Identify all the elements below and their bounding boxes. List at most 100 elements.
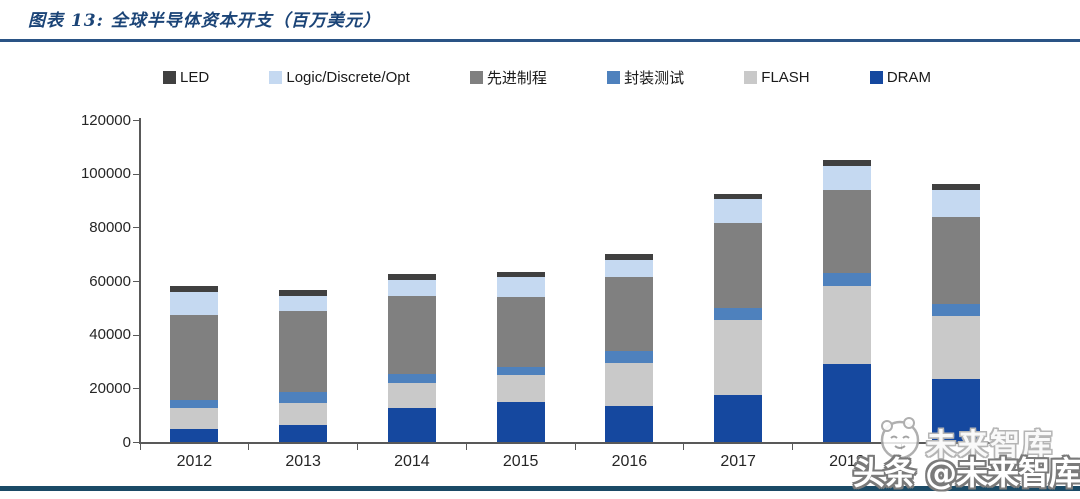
legend-label-led: LED <box>180 69 210 86</box>
bar-segment-packaging-testing <box>387 373 436 383</box>
bar-segment-flash <box>605 362 654 406</box>
bar-segment-led <box>714 193 763 200</box>
x-axis-tick <box>139 443 141 450</box>
bar-segment-flash <box>714 319 763 396</box>
x-axis-tick <box>900 443 902 450</box>
legend-item-logic-discrete-opt: Logic/Discrete/Opt <box>269 69 410 86</box>
bar-segment-advanced-process <box>605 276 654 351</box>
legend-swatch-packaging-testing <box>607 71 621 84</box>
bar-2013 <box>279 290 328 442</box>
bar-segment-packaging-testing <box>931 303 980 316</box>
y-axis-tick <box>133 227 139 229</box>
bar-segment-advanced-process <box>714 223 763 308</box>
legend-item-packaging-testing: 封装测试 <box>607 67 684 88</box>
y-axis-tick <box>133 442 139 443</box>
x-axis-tick <box>792 443 793 450</box>
bar-segment-led <box>387 274 436 280</box>
bar-segment-advanced-process <box>279 310 328 393</box>
legend-label-advanced-process: 先进制程 <box>486 70 547 87</box>
legend-swatch-flash <box>744 71 758 84</box>
bar-segment-dram <box>931 378 980 442</box>
x-axis-tick <box>574 443 576 450</box>
x-tick-label: 2017 <box>720 453 756 470</box>
legend-swatch-logic-discrete-opt <box>269 71 283 84</box>
bar-segment-flash <box>279 403 328 425</box>
bar-segment-dram <box>714 395 763 442</box>
x-axis-tick <box>1009 443 1011 450</box>
bar-segment-packaging-testing <box>822 272 871 287</box>
x-tick-label: 2015 <box>502 453 539 470</box>
y-axis-tick <box>133 120 139 121</box>
x-tick-label: 2013 <box>285 453 321 470</box>
y-tick-label: 120000 <box>80 111 131 129</box>
y-axis-tick <box>133 281 139 282</box>
x-tick-label: 2016 <box>611 453 648 470</box>
bar-segment-flash <box>387 382 436 409</box>
bar-2017 <box>714 193 763 442</box>
x-axis <box>139 442 1010 444</box>
bar-segment-packaging-testing <box>605 350 654 363</box>
bar-segment-packaging-testing <box>279 392 328 404</box>
y-axis-tick <box>133 388 139 390</box>
bar-segment-flash <box>496 374 545 402</box>
bar-segment-packaging-testing <box>170 400 219 409</box>
title-underline <box>0 39 1080 42</box>
bar-hidden-year <box>931 184 980 442</box>
bar-2015 <box>496 271 545 442</box>
bar-segment-logic-discrete-opt <box>387 279 436 296</box>
y-axis-tick <box>133 334 139 336</box>
x-tick-label: 2014 <box>394 453 430 470</box>
bar-segment-led <box>170 286 219 292</box>
y-tick-label: 100000 <box>80 165 131 183</box>
bar-segment-led <box>605 254 654 260</box>
bar-2014 <box>387 274 436 442</box>
bar-segment-logic-discrete-opt <box>714 199 763 224</box>
y-axis-tick <box>133 173 139 175</box>
bar-segment-advanced-process <box>822 189 871 273</box>
x-tick-label: 2018 <box>829 453 865 470</box>
y-tick-label: 40000 <box>89 326 131 344</box>
legend-item-flash: FLASH <box>744 69 810 86</box>
bottom-rule <box>0 486 1080 491</box>
bar-2018 <box>822 160 871 442</box>
bar-segment-packaging-testing <box>496 366 545 375</box>
bar-segment-logic-discrete-opt <box>496 276 545 298</box>
y-tick-label: 80000 <box>89 218 131 236</box>
legend-label-logic-discrete-opt: Logic/Discrete/Opt <box>286 69 410 86</box>
bar-segment-logic-discrete-opt <box>931 189 980 217</box>
figure-title: 图表 13: 全球半导体资本开支（百万美元） <box>28 11 381 31</box>
bar-segment-advanced-process <box>387 295 436 374</box>
bar-segment-advanced-process <box>496 297 545 367</box>
bar-segment-logic-discrete-opt <box>822 165 871 190</box>
y-axis <box>139 118 141 443</box>
chart-legend: LED Logic/Discrete/Opt 先进制程 封装测试 FLASH DRAM <box>163 67 931 88</box>
x-axis-tick <box>683 443 685 450</box>
legend-swatch-led <box>163 71 176 84</box>
bar-segment-led <box>279 290 328 296</box>
bar-segment-dram <box>822 364 871 442</box>
legend-item-dram: DRAM <box>869 69 931 86</box>
bar-segment-flash <box>822 286 871 365</box>
bar-segment-dram <box>496 401 545 442</box>
legend-swatch-dram <box>869 71 883 84</box>
bar-segment-packaging-testing <box>714 307 763 320</box>
x-tick-label: 2012 <box>176 453 213 470</box>
bar-segment-led <box>822 160 871 166</box>
y-tick-label: 60000 <box>89 272 131 290</box>
y-tick-label: 0 <box>122 433 131 451</box>
legend-item-led: LED <box>163 69 209 86</box>
bar-2016 <box>605 254 654 442</box>
bar-segment-logic-discrete-opt <box>605 259 654 277</box>
legend-swatch-advanced-process <box>469 71 483 84</box>
legend-label-flash: FLASH <box>761 69 810 86</box>
x-axis-tick <box>357 443 358 450</box>
y-tick-label: 20000 <box>89 379 131 397</box>
bar-segment-dram <box>387 408 436 442</box>
legend-item-advanced-process: 先进制程 <box>469 67 547 88</box>
bar-segment-dram <box>279 424 328 442</box>
legend-label-packaging-testing: 封装测试 <box>624 70 685 87</box>
bar-segment-advanced-process <box>931 216 980 304</box>
x-axis-tick <box>248 443 250 450</box>
bar-segment-flash <box>931 315 980 379</box>
